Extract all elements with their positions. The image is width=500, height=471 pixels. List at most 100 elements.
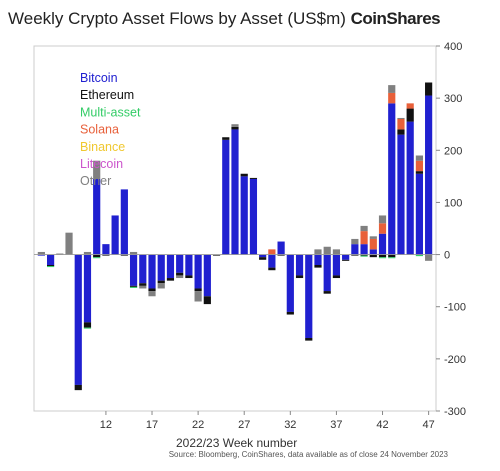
plot-frame <box>33 45 437 412</box>
bar-ethereum-w28 <box>249 177 258 179</box>
bar-ethereum-w38 <box>342 259 350 261</box>
bar-ethereum-w46 <box>415 171 423 174</box>
y-tick-label: 100 <box>444 197 462 209</box>
bar-bitcoin-w11 <box>93 178 101 255</box>
bar-ethereum-w27 <box>240 173 248 177</box>
bar-ethereum-w19 <box>166 278 175 281</box>
y-tick-label: -300 <box>444 406 466 418</box>
bar-multi-asset-w10 <box>83 327 92 329</box>
bar-ethereum-w9 <box>74 384 82 391</box>
bar-ethereum-w6 <box>47 265 55 267</box>
bar-other-w37 <box>332 249 341 255</box>
y-tick-label: 0 <box>444 250 450 262</box>
bar-bitcoin-w46 <box>415 173 423 255</box>
bar-ethereum-w12 <box>102 254 110 256</box>
x-tick-label: 37 <box>330 419 342 431</box>
bar-solana-w45 <box>406 103 414 109</box>
bar-solana-w30 <box>268 249 276 255</box>
bar-ethereum-w30 <box>268 267 276 271</box>
bar-bitcoin-w13 <box>111 215 119 255</box>
y-tick-label: 300 <box>444 93 462 105</box>
bar-multi-asset-w42 <box>378 257 387 259</box>
bar-bitcoin-w17 <box>148 254 156 289</box>
bar-ethereum-w18 <box>157 280 165 284</box>
bar-ethereum-w43 <box>388 254 396 258</box>
bar-bitcoin-w32 <box>286 254 294 312</box>
bar-other-w18 <box>157 283 165 289</box>
bar-other-w35 <box>314 249 322 255</box>
bar-bitcoin-w35 <box>314 254 322 265</box>
bar-bitcoin-w15 <box>129 254 138 286</box>
bar-other-w42 <box>378 215 387 224</box>
bar-bitcoin-w27 <box>240 176 248 255</box>
bar-bitcoin-w6 <box>47 254 55 265</box>
bar-other-w41 <box>369 236 377 239</box>
bar-other-w39 <box>351 238 359 245</box>
bar-ethereum-w20 <box>176 272 184 276</box>
bar-bitcoin-w22 <box>194 254 202 289</box>
bar-bitcoin-w28 <box>249 178 258 255</box>
bar-bitcoin-w21 <box>185 254 193 276</box>
bar-ethereum-w11 <box>93 254 101 258</box>
bar-other-w46 <box>415 155 423 161</box>
bar-other-w16 <box>139 285 147 289</box>
bar-ethereum-w34 <box>305 338 313 341</box>
bar-multi-asset-w11 <box>93 257 101 259</box>
bar-solana-w43 <box>388 92 396 104</box>
legend-bitcoin: Bitcoin <box>80 71 118 85</box>
bar-solana-w46 <box>415 160 423 172</box>
bar-ethereum-w21 <box>185 275 193 279</box>
bar-ethereum-w44 <box>397 129 405 135</box>
bar-multi-asset-w46 <box>415 254 423 257</box>
bar-other-w5 <box>37 251 45 255</box>
y-tick-label: 400 <box>444 41 462 53</box>
bar-other-w8 <box>65 232 73 255</box>
bar-ethereum-w10 <box>83 322 92 328</box>
bar-bitcoin-w18 <box>157 254 165 281</box>
bar-bitcoin-w14 <box>120 189 128 255</box>
bar-solana-w42 <box>378 223 387 234</box>
bar-bitcoin-w9 <box>74 254 82 385</box>
bar-other-w43 <box>388 85 396 93</box>
bar-bitcoin-w43 <box>388 103 396 255</box>
bar-bitcoin-w16 <box>139 254 147 284</box>
bar-ethereum-w45 <box>406 108 414 122</box>
bar-bitcoin-w39 <box>351 244 359 255</box>
bar-solana-w40 <box>360 231 368 245</box>
bar-bitcoin-w12 <box>102 244 110 255</box>
bar-solana-w41 <box>369 238 377 250</box>
bar-ethereum-w36 <box>323 291 331 294</box>
bar-ethereum-w16 <box>139 283 147 286</box>
bar-other-w20 <box>176 275 184 279</box>
brand-logo: CoinShares <box>350 9 441 28</box>
bar-bitcoin-w36 <box>323 254 331 292</box>
bar-bitcoin-w5 <box>37 254 45 256</box>
x-tick-label: 22 <box>192 419 204 431</box>
bar-ethereum-w42 <box>378 254 387 258</box>
bar-ethereum-w40 <box>360 254 368 256</box>
y-tick-label: -100 <box>444 302 466 314</box>
bar-bitcoin-w10 <box>83 254 92 323</box>
bar-bitcoin-w33 <box>295 254 304 276</box>
x-axis-label: 2022/23 Week number <box>176 436 298 450</box>
bar-bitcoin-w19 <box>166 254 175 279</box>
bar-ethereum-w22 <box>194 288 202 292</box>
bar-other-w17 <box>148 291 156 297</box>
x-tick-label: 32 <box>284 419 296 431</box>
page-title: Weekly Crypto Asset Flows by Asset (US$m… <box>8 9 441 29</box>
x-axis-ticks: 12 17 22 27 32 37 42 47 <box>100 411 435 431</box>
x-tick-label: 17 <box>146 419 158 431</box>
bar-bitcoin-w25 <box>222 139 230 255</box>
bar-other-w40 <box>360 225 368 232</box>
bar-ethereum-w24 <box>212 254 221 256</box>
bar-bitcoin-w47 <box>425 95 433 255</box>
y-axis-ticks: 400 300 200 100 0 -100 -200 -300 <box>436 41 466 418</box>
bar-other-w11 <box>93 160 101 179</box>
bar-ethereum-w29 <box>259 257 267 260</box>
bar-ethereum-w23 <box>203 296 211 305</box>
bar-other-w47 <box>425 254 433 261</box>
bar-ethereum-w33 <box>295 275 304 279</box>
bar-bitcoin-w41 <box>369 249 377 255</box>
bar-bitcoin-w20 <box>176 254 184 273</box>
